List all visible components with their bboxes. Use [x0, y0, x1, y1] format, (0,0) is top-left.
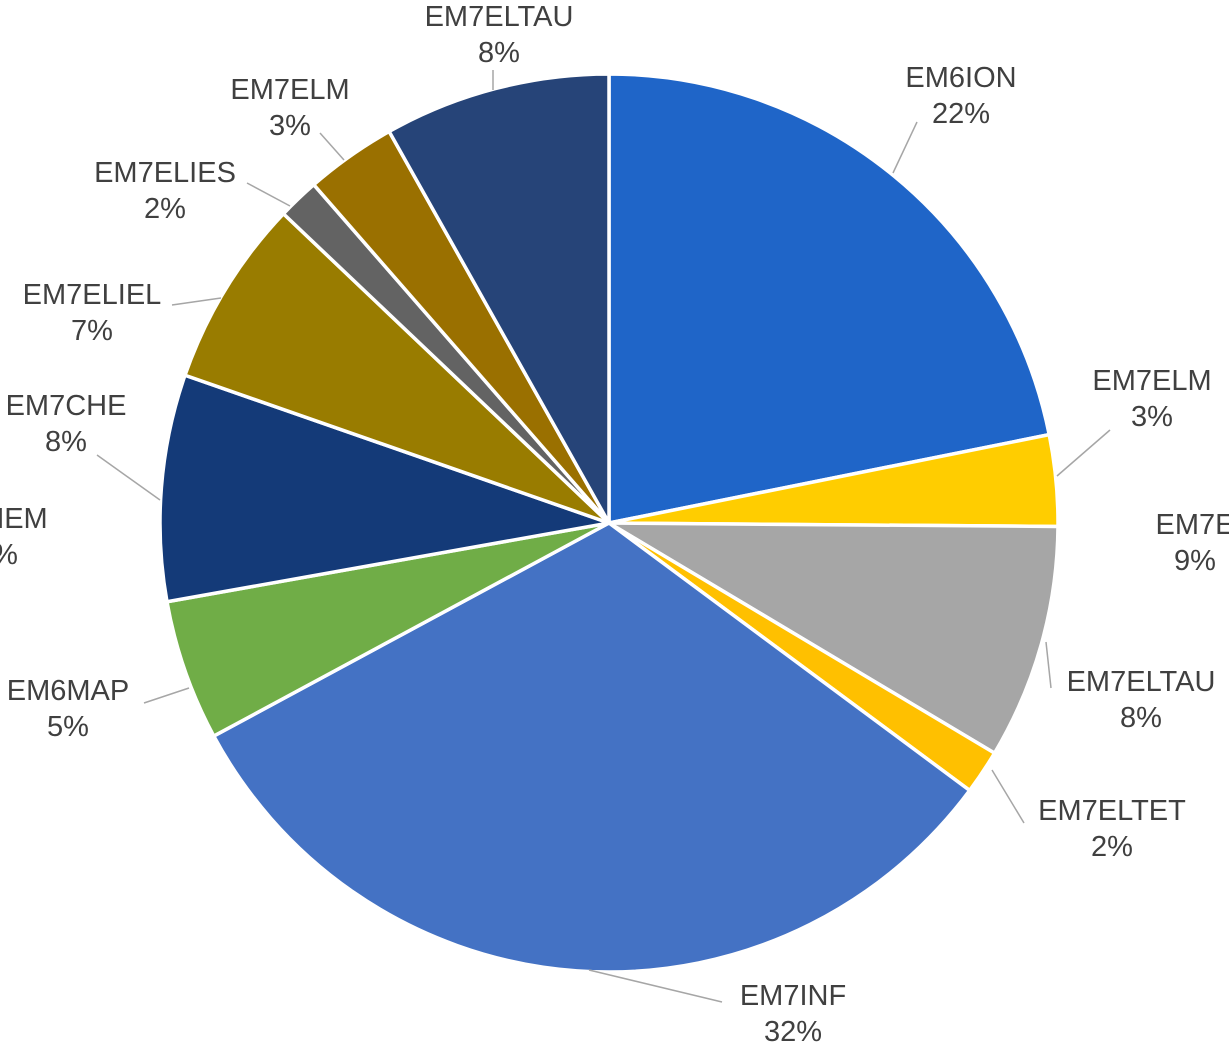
pie-slices: [158, 72, 1060, 974]
slice-name-label: EM7CHE: [6, 390, 127, 422]
pie-slice-em7e: [607, 521, 1060, 755]
slice-name-label: EM7ELTAU: [425, 1, 574, 33]
slice-name-label: EM7ELM: [230, 74, 349, 106]
slice-percent-label: 8%: [45, 426, 87, 458]
slice-percent-label: 3%: [1131, 401, 1173, 433]
leader-line: [1045, 641, 1052, 689]
slice-name-label: EM7E: [1156, 509, 1229, 541]
slice-name-label: EM7ELM: [1092, 365, 1211, 397]
slice-name-label: EM7INF: [740, 980, 846, 1012]
slice-name-label: EM6ION: [905, 62, 1016, 94]
slice-name-label: EM6MAP: [7, 675, 129, 707]
leader-line: [991, 769, 1025, 824]
slice-name-label: EM7ELIES: [94, 157, 236, 189]
leader-line: [588, 969, 723, 1003]
leader-line: [171, 297, 222, 306]
leader-line: [1056, 429, 1111, 477]
leader-line: [892, 121, 918, 174]
leader-line: [246, 182, 291, 207]
pie-slice-em6ion: [607, 72, 1051, 525]
slice-percent-label: %: [0, 539, 18, 571]
pie-slice-em7eltau: [387, 72, 611, 525]
slice-percent-label: 5%: [47, 711, 89, 743]
slice-percent-label: 8%: [478, 37, 520, 69]
slice-name-label: EM7ELIEL: [23, 279, 162, 311]
slice-name-label: CHEM: [0, 503, 48, 535]
slice-name-label: EM7ELTET: [1038, 795, 1186, 827]
slice-percent-label: 8%: [1120, 702, 1162, 734]
slice-percent-label: 2%: [144, 193, 186, 225]
slice-percent-label: 9%: [1174, 545, 1216, 577]
slice-percent-label: 7%: [71, 315, 113, 347]
leader-line: [319, 132, 345, 161]
slice-percent-label: 22%: [932, 98, 990, 130]
slice-percent-label: 3%: [269, 110, 311, 142]
slice-percent-label: 2%: [1091, 831, 1133, 863]
pie-slice-em7eliel: [183, 212, 611, 525]
slice-name-label: EM7ELTAU: [1067, 666, 1216, 698]
pie-slice-em7che: [158, 373, 611, 604]
slice-percent-label: 32%: [764, 1016, 822, 1048]
pie-slice-em6map: [165, 521, 611, 738]
leader-line: [96, 454, 161, 501]
leader-line: [143, 687, 190, 704]
